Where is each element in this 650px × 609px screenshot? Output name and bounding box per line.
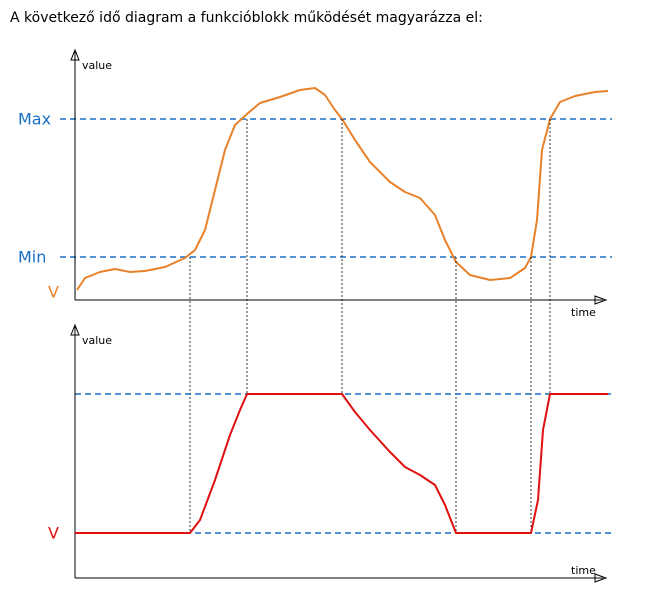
y-axis-label: value — [82, 59, 112, 72]
output-curve — [75, 393, 608, 534]
y-axis — [70, 323, 80, 578]
x-axis-label: time — [571, 306, 596, 319]
signal-label: V — [48, 524, 59, 543]
x-axis — [75, 573, 608, 583]
min-label: Min — [18, 248, 46, 267]
x-axis-label: time — [571, 564, 596, 577]
y-axis — [70, 48, 80, 300]
input-curve — [76, 87, 609, 291]
bottom-diagram: value time V — [48, 323, 612, 583]
y-axis-label: value — [82, 334, 112, 347]
header-title: A következő idő diagram a funkcióblokk m… — [10, 10, 483, 26]
x-axis — [75, 295, 608, 305]
top-diagram: value time Max Min V — [18, 48, 612, 319]
guide-lines — [189, 119, 551, 533]
signal-label: V — [48, 283, 59, 302]
max-label: Max — [18, 110, 51, 129]
